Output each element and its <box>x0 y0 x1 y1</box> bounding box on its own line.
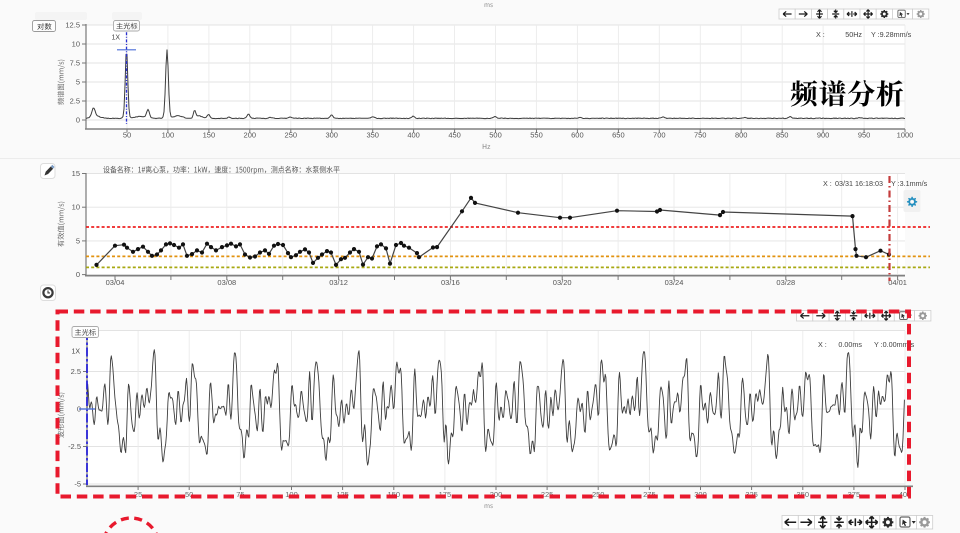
svg-text:03/16: 03/16 <box>441 278 460 287</box>
svg-text:550: 550 <box>530 131 543 140</box>
svg-text:375: 375 <box>848 490 861 499</box>
svg-text:03/31 16:18:03: 03/31 16:18:03 <box>835 179 883 188</box>
svg-text:2.5: 2.5 <box>70 97 80 106</box>
svg-text:Y :9.28mm/s: Y :9.28mm/s <box>871 30 912 39</box>
svg-text:450: 450 <box>448 131 461 140</box>
svg-text:5: 5 <box>76 78 80 87</box>
svg-text:12.5: 12.5 <box>65 21 80 30</box>
svg-text:2.5: 2.5 <box>71 367 81 376</box>
svg-text:750: 750 <box>694 131 707 140</box>
svg-text:-2.5: -2.5 <box>68 442 81 451</box>
svg-text:250: 250 <box>285 131 298 140</box>
svg-text:950: 950 <box>858 131 871 140</box>
svg-text:300: 300 <box>325 131 338 140</box>
svg-text:0: 0 <box>77 405 81 414</box>
svg-text:600: 600 <box>571 131 584 140</box>
svg-text:0: 0 <box>76 270 80 279</box>
svg-text:400: 400 <box>407 131 420 140</box>
svg-text:50Hz: 50Hz <box>845 30 862 39</box>
svg-text:50: 50 <box>185 490 193 499</box>
svg-text:1X: 1X <box>112 35 121 42</box>
svg-text:X :: X : <box>816 30 825 39</box>
svg-text:1X: 1X <box>72 349 81 356</box>
svg-text:03/28: 03/28 <box>776 278 795 287</box>
svg-text:03/20: 03/20 <box>553 278 572 287</box>
svg-text:10: 10 <box>72 203 80 212</box>
svg-text:650: 650 <box>612 131 625 140</box>
svg-text:03/08: 03/08 <box>217 278 236 287</box>
svg-text:15: 15 <box>72 169 80 178</box>
svg-text:500: 500 <box>489 131 502 140</box>
svg-text:X :: X : <box>823 179 832 188</box>
svg-text:Y :3.1mm/s: Y :3.1mm/s <box>891 179 928 188</box>
svg-text:1000: 1000 <box>897 131 914 140</box>
svg-text:0.00ms: 0.00ms <box>838 340 862 349</box>
svg-text:225: 225 <box>541 490 554 499</box>
svg-text:400: 400 <box>899 490 912 499</box>
svg-text:Y :0.00mm/s: Y :0.00mm/s <box>874 340 915 349</box>
svg-text:900: 900 <box>817 131 830 140</box>
svg-text:7.5: 7.5 <box>70 59 80 68</box>
svg-text:-5: -5 <box>74 480 81 489</box>
svg-text:10: 10 <box>72 40 80 49</box>
svg-text:200: 200 <box>244 131 257 140</box>
svg-text:150: 150 <box>203 131 216 140</box>
svg-text:700: 700 <box>653 131 666 140</box>
svg-text:03/04: 03/04 <box>106 278 125 287</box>
svg-text:03/24: 03/24 <box>665 278 684 287</box>
svg-text:800: 800 <box>735 131 748 140</box>
svg-text:100: 100 <box>162 131 175 140</box>
svg-text:0: 0 <box>76 116 80 125</box>
svg-text:250: 250 <box>592 490 605 499</box>
svg-text:03/12: 03/12 <box>329 278 348 287</box>
svg-text:5: 5 <box>76 236 80 245</box>
svg-text:04/01: 04/01 <box>888 278 907 287</box>
svg-text:25: 25 <box>134 490 142 499</box>
svg-text:850: 850 <box>776 131 789 140</box>
svg-text:350: 350 <box>366 131 379 140</box>
svg-text:200: 200 <box>490 490 503 499</box>
svg-text:X :: X : <box>818 340 827 349</box>
svg-text:50: 50 <box>123 131 131 140</box>
